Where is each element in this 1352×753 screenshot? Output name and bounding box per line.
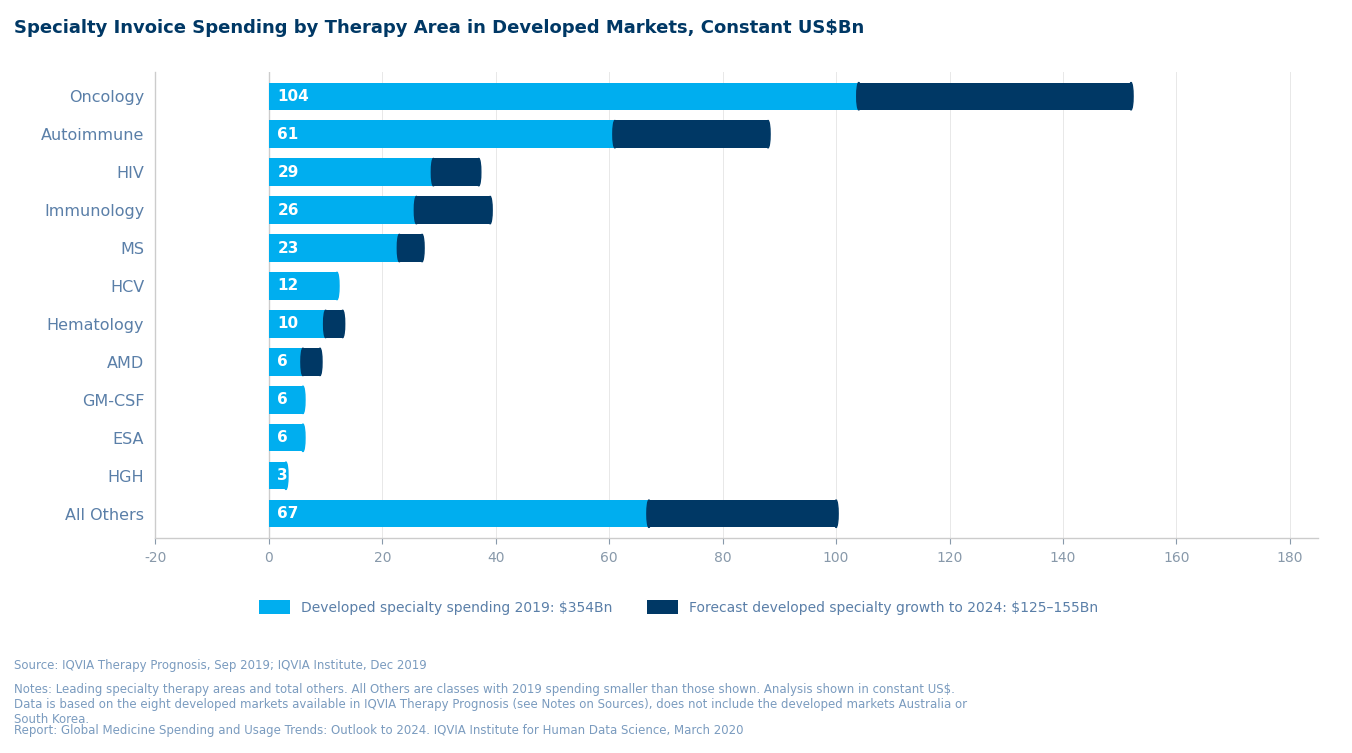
Text: 26: 26 <box>277 203 299 218</box>
Text: 10: 10 <box>277 316 299 331</box>
Bar <box>269 83 859 110</box>
Bar <box>434 158 479 186</box>
Bar <box>269 234 399 262</box>
Bar <box>326 310 342 337</box>
Bar <box>649 500 836 527</box>
Text: Specialty Invoice Spending by Therapy Area in Developed Markets, Constant US$Bn: Specialty Invoice Spending by Therapy Ar… <box>14 19 864 37</box>
Circle shape <box>335 273 339 300</box>
Text: 6: 6 <box>277 430 288 445</box>
Text: 6: 6 <box>277 392 288 407</box>
Bar <box>269 348 303 376</box>
Text: Source: IQVIA Therapy Prognosis, Sep 2019; IQVIA Institute, Dec 2019: Source: IQVIA Therapy Prognosis, Sep 201… <box>14 659 426 672</box>
Circle shape <box>397 234 402 262</box>
Circle shape <box>477 158 481 186</box>
Circle shape <box>646 500 650 527</box>
Circle shape <box>431 158 435 186</box>
Circle shape <box>612 120 617 148</box>
Circle shape <box>767 120 771 148</box>
Bar <box>269 197 416 224</box>
Circle shape <box>284 462 288 489</box>
Circle shape <box>301 386 306 413</box>
Circle shape <box>834 500 838 527</box>
Circle shape <box>301 424 306 452</box>
Bar <box>269 120 615 148</box>
Circle shape <box>488 197 492 224</box>
Text: 61: 61 <box>277 127 299 142</box>
Text: Report: Global Medicine Spending and Usage Trends: Outlook to 2024. IQVIA Instit: Report: Global Medicine Spending and Usa… <box>14 724 744 737</box>
Circle shape <box>1129 83 1133 110</box>
Legend: Developed specialty spending 2019: $354Bn, Forecast developed specialty growth t: Developed specialty spending 2019: $354B… <box>254 594 1103 620</box>
Circle shape <box>301 348 306 376</box>
Text: 67: 67 <box>277 506 299 521</box>
Bar <box>615 120 768 148</box>
Circle shape <box>318 348 322 376</box>
Bar <box>269 500 649 527</box>
Circle shape <box>857 83 861 110</box>
Text: 23: 23 <box>277 240 299 255</box>
Bar <box>269 158 434 186</box>
Bar <box>416 197 491 224</box>
Circle shape <box>420 234 425 262</box>
Bar <box>399 234 422 262</box>
Text: 29: 29 <box>277 165 299 180</box>
Bar <box>859 83 1132 110</box>
Text: 6: 6 <box>277 355 288 370</box>
Text: Notes: Leading specialty therapy areas and total others. All Others are classes : Notes: Leading specialty therapy areas a… <box>14 683 967 726</box>
Bar <box>269 273 337 300</box>
Bar <box>269 424 303 452</box>
Bar <box>269 310 326 337</box>
Circle shape <box>341 310 345 337</box>
Text: 3: 3 <box>277 468 288 483</box>
Text: 104: 104 <box>277 89 310 104</box>
Text: 12: 12 <box>277 279 299 294</box>
Bar <box>303 348 320 376</box>
Bar <box>269 386 303 413</box>
Circle shape <box>414 197 418 224</box>
Circle shape <box>323 310 327 337</box>
Bar <box>269 462 285 489</box>
